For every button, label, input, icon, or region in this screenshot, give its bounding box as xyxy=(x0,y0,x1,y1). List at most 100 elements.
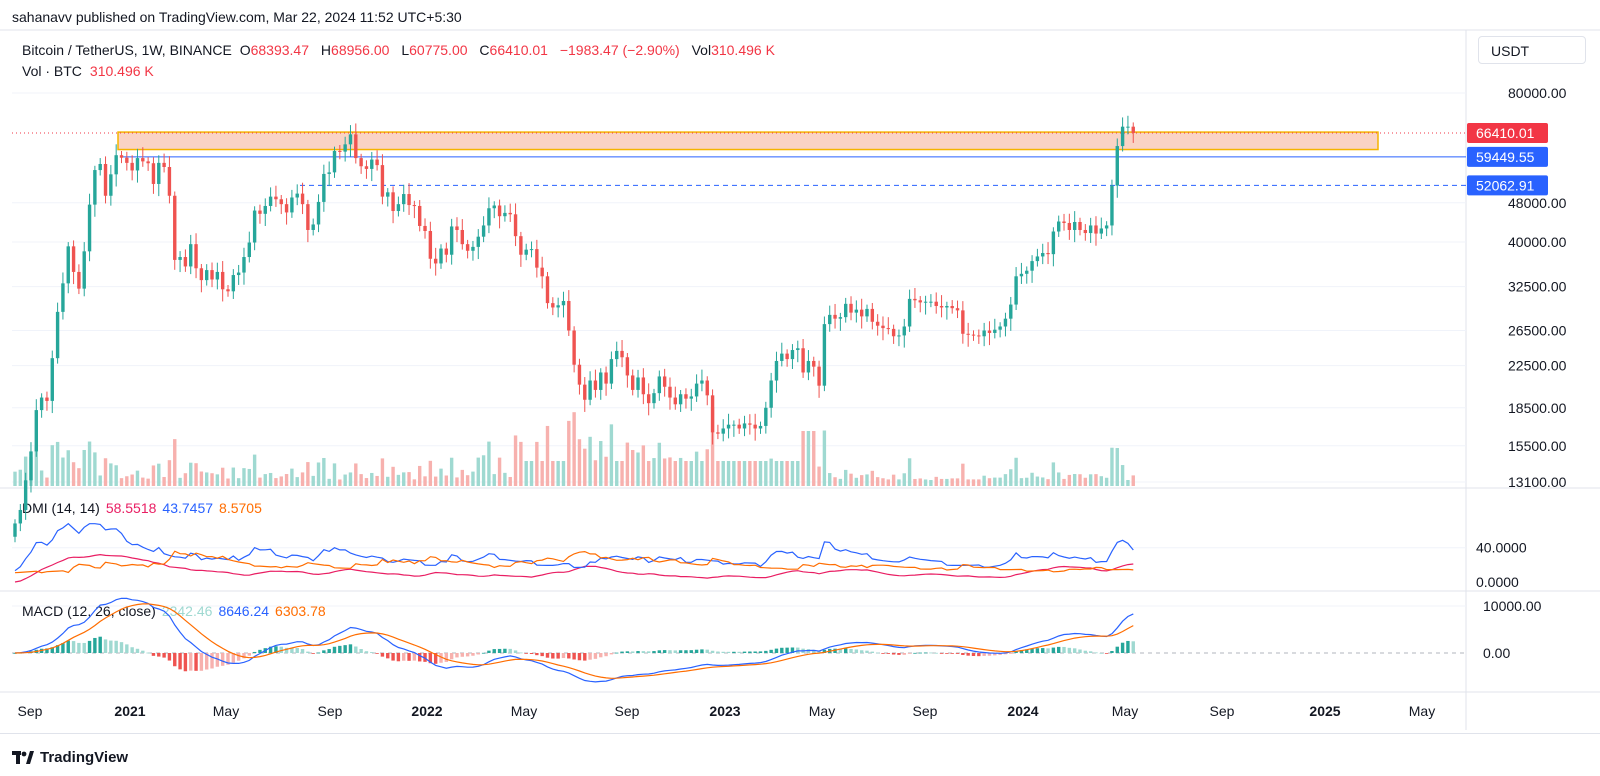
candle-body xyxy=(838,317,843,319)
price-tick-label: 48000.00 xyxy=(1508,195,1567,211)
volume-bar xyxy=(774,461,779,486)
volume-bar xyxy=(284,474,289,486)
candle-body xyxy=(418,205,422,226)
volume-bar xyxy=(199,471,204,486)
candle-body xyxy=(1078,222,1082,230)
candle-body xyxy=(316,201,321,225)
candle-body xyxy=(465,244,470,251)
volume-bar xyxy=(545,425,550,486)
volume-bar xyxy=(801,431,805,486)
volume-bar xyxy=(1051,462,1056,486)
symbol-title[interactable]: Bitcoin / TetherUS, 1W, BINANCE xyxy=(22,42,232,58)
macd-hist-bar xyxy=(433,653,438,664)
volume-bar xyxy=(865,474,869,486)
macd-title[interactable]: MACD (12, 26, close) xyxy=(22,603,156,619)
macd-hist-bar xyxy=(583,653,587,661)
macd-hist-bar xyxy=(279,646,283,653)
candle-body xyxy=(694,383,699,397)
macd-hist-bar xyxy=(497,648,502,653)
macd-hist-bar xyxy=(194,653,198,671)
volume-bar xyxy=(673,461,677,486)
dmi-title[interactable]: DMI (14, 14) xyxy=(22,500,100,516)
macd-hist-bar xyxy=(109,640,113,653)
volume-bar xyxy=(1035,476,1040,486)
candle-body xyxy=(923,301,928,303)
candle-body xyxy=(343,144,347,152)
macd-hist-bar xyxy=(955,653,960,654)
macd-hist-bar xyxy=(721,651,725,653)
candle-body xyxy=(561,300,566,306)
volume-bar xyxy=(93,452,97,486)
volume-bar xyxy=(295,477,299,486)
macd-hist-bar xyxy=(615,652,619,654)
candle-body xyxy=(290,197,294,213)
volume-bar xyxy=(678,457,683,486)
candle-body xyxy=(258,210,262,214)
volume-bar xyxy=(439,468,443,486)
dmi-tick-label: 40.0000 xyxy=(1476,540,1527,556)
candle-body xyxy=(572,330,576,365)
macd-hist-bar xyxy=(588,653,592,660)
candle-body xyxy=(151,163,156,184)
volume-bar xyxy=(620,461,624,486)
candle-body xyxy=(1088,225,1093,234)
volume-bar xyxy=(854,477,859,486)
volume-bar xyxy=(444,475,449,486)
candle-body xyxy=(476,236,480,247)
candle-body xyxy=(66,246,70,284)
time-tick-label: Sep xyxy=(1210,703,1235,719)
volume-label[interactable]: Vol · BTC xyxy=(22,63,82,79)
candle-body xyxy=(236,272,241,276)
candle-body xyxy=(875,321,880,326)
macd-hist-bar xyxy=(529,653,534,654)
volume-bar xyxy=(535,441,539,486)
volume-bar xyxy=(588,436,592,486)
macd-hist-bar xyxy=(364,651,369,653)
candle-body xyxy=(1120,126,1125,147)
macd-hist-bar xyxy=(567,653,571,659)
macd-hist-bar xyxy=(1126,640,1130,653)
volume-bar xyxy=(359,474,363,486)
candle-body xyxy=(157,162,161,184)
macd-hist-bar xyxy=(300,649,305,653)
candle-body xyxy=(455,226,459,230)
macd-hist-bar xyxy=(774,648,779,653)
candle-body xyxy=(1083,229,1088,234)
candle-body xyxy=(806,360,811,373)
macd-hist-bar xyxy=(764,650,768,653)
macd-hist-bar xyxy=(982,653,986,656)
volume-bar xyxy=(913,478,917,486)
candle-body xyxy=(577,364,582,385)
volume-bar xyxy=(279,476,283,486)
currency-button[interactable]: USDT xyxy=(1478,36,1586,64)
macd-hist-bar xyxy=(577,653,582,661)
candle-body xyxy=(662,376,667,387)
candle-body xyxy=(29,451,33,481)
candle-body xyxy=(444,248,449,255)
volume-bar xyxy=(684,461,688,486)
price-label-box xyxy=(1467,146,1548,167)
macd-hist-bar xyxy=(1078,649,1082,653)
candle-body xyxy=(631,375,635,390)
candle-body xyxy=(82,251,86,289)
high-value: 68956.00 xyxy=(331,42,390,58)
volume-bar xyxy=(737,461,741,486)
chart-svg[interactable]: 80000.00 48000.00 40000.00 32500.00 26500.00… xyxy=(0,0,1600,740)
volume-bar xyxy=(98,475,102,486)
candle-body xyxy=(833,314,837,319)
candle-body xyxy=(18,509,23,524)
candle-body xyxy=(636,377,640,390)
volume-bar xyxy=(604,456,608,486)
tradingview-logo[interactable]: TradingView xyxy=(12,749,128,766)
macd-hist-bar xyxy=(252,651,257,653)
macd-hist-bar xyxy=(391,653,395,661)
macd-hist-bar xyxy=(599,653,603,658)
macd-hist-bar xyxy=(1099,652,1103,654)
macd-hist-bar xyxy=(838,648,843,653)
volume-bar xyxy=(721,461,725,486)
macd-hist-bar xyxy=(998,653,1002,655)
volume-bar xyxy=(982,475,986,486)
macd-hist-bar xyxy=(561,653,566,659)
candle-body xyxy=(173,195,177,260)
macd-hist-bar xyxy=(1019,650,1024,653)
